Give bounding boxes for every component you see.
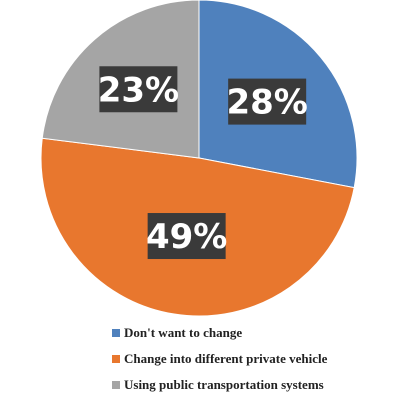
data-label-box bbox=[99, 66, 178, 113]
legend-label: Using public transportation systems bbox=[124, 377, 324, 392]
pie-data-labels: 28% 49% 23% bbox=[98, 66, 308, 260]
data-label-28: 28% bbox=[226, 78, 308, 125]
legend-item-public-transportation: Using public transportation systems bbox=[112, 372, 392, 398]
data-label-text: 49% bbox=[146, 217, 227, 257]
data-label-box bbox=[147, 213, 226, 260]
legend-swatch-gray bbox=[112, 381, 120, 389]
legend-label: Don't want to change bbox=[124, 325, 243, 340]
data-label-text: 23% bbox=[98, 70, 179, 110]
legend-swatch-blue bbox=[112, 329, 120, 337]
legend-item-change-private-vehicle: Change into different private vehicle bbox=[112, 346, 392, 372]
legend: Don't want to change Change into differe… bbox=[112, 320, 392, 398]
legend-label: Change into different private vehicle bbox=[124, 351, 328, 366]
legend-swatch-orange bbox=[112, 355, 120, 363]
data-label-box bbox=[228, 78, 307, 125]
data-label-49: 49% bbox=[146, 213, 227, 260]
pie-slices bbox=[40, 0, 358, 317]
pie-chart-plot: 28% 49% 23% bbox=[40, 0, 358, 317]
data-label-text: 28% bbox=[226, 83, 307, 123]
legend-item-dont-want-to-change: Don't want to change bbox=[112, 320, 392, 346]
data-label-23: 23% bbox=[98, 66, 179, 113]
